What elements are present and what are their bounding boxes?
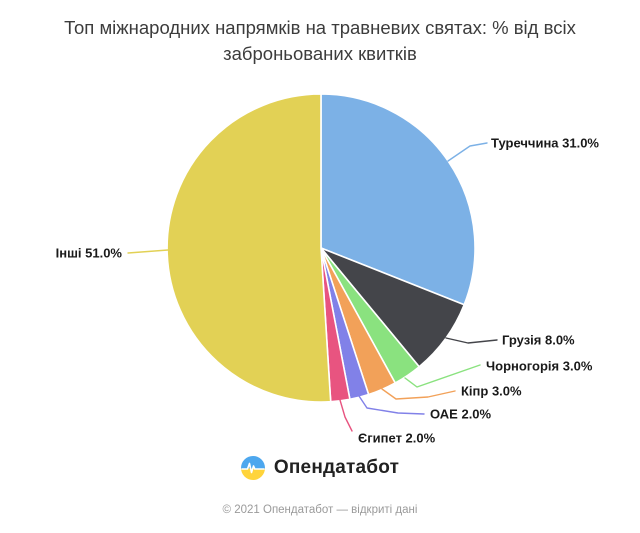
- pie-slice-others[interactable]: [166, 93, 332, 403]
- pie-leader-line-cyprus: [381, 388, 456, 400]
- brand-logo: Опендатабот: [0, 456, 640, 480]
- pie-leader-line-georgia: [445, 337, 498, 344]
- pie-slice-label-others: Інші 51.0%: [56, 246, 123, 261]
- opendatabot-pulse-icon: [240, 456, 265, 480]
- copyright-text: © 2021 Опендатабот — відкриті дані: [222, 504, 418, 516]
- pie-leader-line-egypt: [339, 399, 353, 432]
- pie-slice-label-montenegro: Чорногорія 3.0%: [486, 359, 593, 374]
- pie-slice-label-egypt: Єгипет 2.0%: [358, 431, 436, 446]
- pie-leader-line-others: [127, 249, 169, 254]
- pie-slice-label-turkey: Туреччина 31.0%: [491, 136, 599, 151]
- pie-slice-label-georgia: Грузія 8.0%: [502, 333, 575, 348]
- brand-logo-text: Опендатабот: [273, 457, 400, 478]
- chart-title: Топ міжнародних напрямків на травневих с…: [64, 17, 576, 65]
- pie-leader-line-montenegro: [404, 364, 481, 388]
- pie-slice-label-cyprus: Кіпр 3.0%: [461, 384, 522, 399]
- pie-leader-line-uae: [358, 395, 425, 415]
- pie-slice-label-uae: ОАЕ 2.0%: [430, 407, 492, 422]
- pie-leader-line-turkey: [447, 142, 488, 162]
